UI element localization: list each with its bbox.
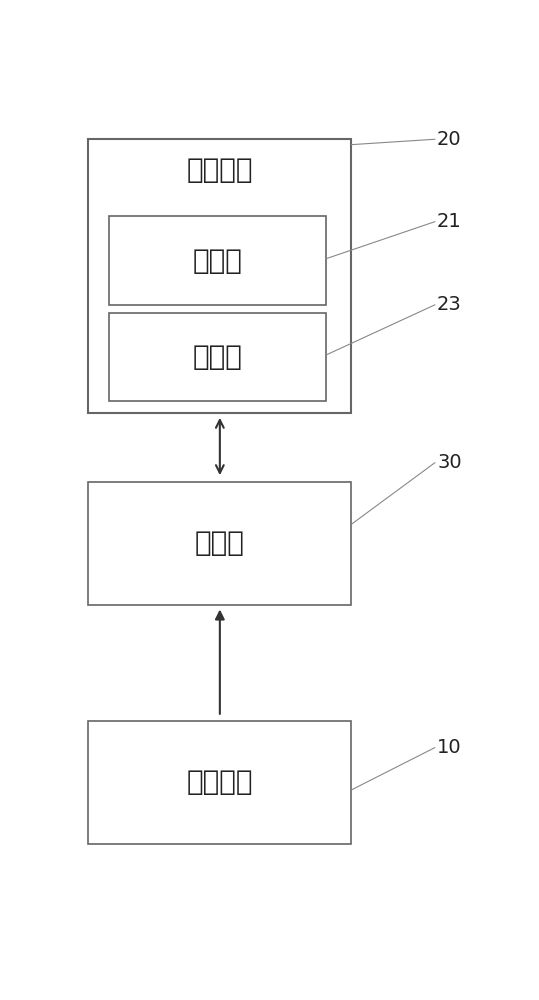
Text: 10: 10 (437, 738, 462, 757)
Bar (88, 482, 351, 605)
Text: 30: 30 (437, 453, 462, 472)
Text: 23: 23 (437, 295, 462, 314)
Text: 蜂鸣器: 蜂鸣器 (193, 343, 243, 371)
Bar (109, 216, 327, 305)
Text: 20: 20 (437, 130, 462, 149)
Bar (88, 721, 351, 844)
Text: 拍摄装置: 拍摄装置 (186, 768, 253, 796)
Text: 警告灯: 警告灯 (193, 247, 243, 275)
Text: 报警装置: 报警装置 (186, 156, 253, 184)
Bar (88, 139, 351, 413)
Text: 机器人: 机器人 (195, 530, 245, 558)
Text: 21: 21 (437, 212, 462, 231)
Bar (109, 313, 327, 401)
